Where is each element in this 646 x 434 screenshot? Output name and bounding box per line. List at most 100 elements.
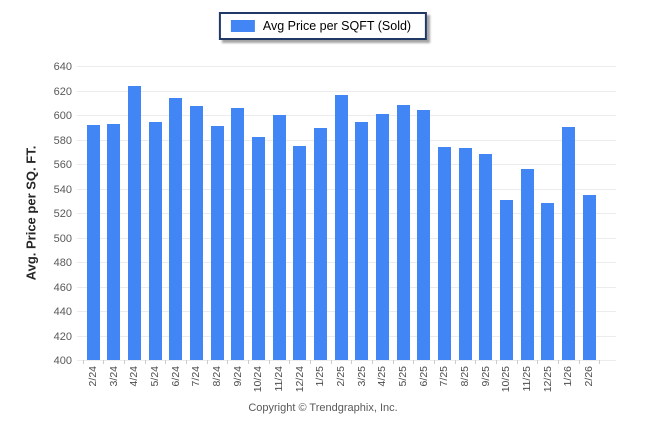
plot-area (77, 66, 616, 361)
bar-4/25 (375, 113, 389, 360)
y-tick-label-540: 540 (53, 183, 72, 196)
bar-1/25 (313, 128, 327, 360)
x-tick-label-6/24: 6/24 (169, 366, 182, 387)
y-tick-label-560: 560 (53, 159, 72, 171)
x-tick-label-4/25: 4/25 (376, 366, 389, 387)
x-tick-mark (165, 360, 167, 364)
bar-5/24 (148, 122, 162, 360)
x-tick-mark (434, 360, 435, 364)
bar-11/25 (520, 168, 534, 360)
x-tick-mark (558, 360, 559, 364)
x-tick-label-2/25: 2/25 (335, 366, 347, 387)
x-tick-label-2/24: 2/24 (87, 366, 99, 387)
x-tick-label-3/24: 3/24 (107, 366, 120, 387)
x-tick-mark (330, 360, 332, 364)
bar-8/25 (458, 148, 472, 360)
x-tick-mark (186, 360, 187, 364)
gridline-620 (77, 90, 616, 92)
y-tick-label-520: 520 (53, 208, 72, 220)
bar-1/26 (561, 127, 575, 360)
x-tick-label-4/24: 4/24 (128, 366, 141, 387)
legend-swatch (230, 20, 255, 32)
x-tick-label-1/25: 1/25 (314, 366, 327, 387)
y-tick-label-400: 400 (53, 355, 72, 367)
x-tick-mark (124, 360, 125, 364)
x-tick-mark (454, 360, 456, 364)
x-tick-label-5/25: 5/25 (397, 366, 409, 387)
x-tick-label-9/25: 9/25 (479, 366, 492, 387)
x-tick-label-7/24: 7/24 (190, 366, 203, 387)
gridline-400 (77, 360, 616, 361)
x-tick-mark (289, 360, 291, 364)
x-tick-mark (578, 360, 580, 364)
legend-label: Avg Price per SQFT (Sold) (262, 19, 412, 33)
y-tick-label-580: 580 (53, 134, 72, 147)
x-tick-mark (475, 360, 477, 364)
x-tick-mark (537, 360, 539, 364)
legend: Avg Price per SQFT (Sold) (218, 12, 428, 40)
x-tick-label-7/25: 7/25 (438, 366, 451, 387)
bar-3/24 (107, 123, 121, 360)
x-tick-label-5/24: 5/24 (149, 366, 161, 387)
gridline-640 (77, 66, 616, 67)
x-tick-mark (206, 360, 208, 364)
bar-11/24 (272, 115, 286, 360)
x-tick-mark (103, 360, 105, 364)
bar-12/24 (293, 145, 307, 360)
y-tick-label-480: 480 (53, 257, 72, 269)
y-tick-label-500: 500 (53, 232, 72, 245)
x-tick-label-10/24: 10/24 (252, 366, 265, 393)
x-tick-mark (372, 360, 373, 364)
y-tick-label-600: 600 (53, 110, 72, 122)
bar-2/25 (334, 95, 348, 360)
x-tick-mark (82, 360, 84, 364)
x-tick-label-6/25: 6/25 (417, 366, 430, 387)
x-tick-mark (516, 360, 518, 364)
y-tick-label-640: 640 (53, 61, 72, 73)
x-tick-mark (268, 360, 270, 364)
y-tick-label-440: 440 (53, 306, 72, 318)
bar-5/25 (396, 105, 410, 360)
y-axis-tick-labels: 400 420 440 460 480 500 520 540 560 580 600 620 640 (32, 61, 72, 367)
x-tick-mark (496, 360, 497, 364)
x-tick-label-3/25: 3/25 (355, 366, 368, 387)
x-tick-mark (248, 360, 249, 364)
x-tick-label-9/24: 9/24 (231, 366, 244, 387)
bar-9/24 (231, 107, 245, 360)
y-tick-label-420: 420 (53, 330, 72, 343)
x-tick-mark (144, 360, 146, 364)
x-tick-mark (599, 360, 601, 364)
x-tick-label-8/24: 8/24 (211, 366, 223, 387)
bar-2/26 (582, 194, 596, 360)
bar-7/24 (189, 106, 203, 360)
bar-12/25 (541, 203, 555, 360)
bar-3/25 (355, 122, 369, 360)
x-tick-label-1/26: 1/26 (562, 366, 575, 387)
x-tick-label-10/25: 10/25 (500, 366, 513, 393)
bar-9/25 (479, 154, 493, 360)
x-tick-label-11/25: 11/25 (521, 366, 533, 392)
bar-8/24 (210, 126, 224, 360)
x-tick-mark (227, 360, 229, 364)
copyright-text: Copyright © Trendgraphix, Inc. (248, 402, 398, 414)
x-tick-mark (392, 360, 394, 364)
bar-10/24 (251, 137, 265, 360)
bar-6/25 (417, 110, 431, 360)
y-tick-label-460: 460 (53, 281, 72, 294)
x-axis-tick-marks (77, 360, 616, 364)
x-tick-label-12/24: 12/24 (293, 366, 306, 393)
bar-6/24 (169, 97, 183, 360)
bar-4/24 (127, 85, 141, 360)
x-tick-label-2/26: 2/26 (583, 366, 595, 387)
x-axis-tick-labels: 2/24 3/24 4/24 5/24 6/24 7/24 8/24 9/24 10/24 11/… (77, 366, 616, 406)
x-tick-label-8/25: 8/25 (459, 366, 471, 387)
bar-10/25 (499, 199, 513, 360)
y-tick-label-620: 620 (53, 85, 72, 98)
x-tick-label-11/24: 11/24 (273, 366, 285, 392)
x-tick-mark (351, 360, 353, 364)
bar-7/25 (437, 146, 451, 360)
x-tick-label-12/25: 12/25 (541, 366, 554, 393)
x-tick-mark (413, 360, 415, 364)
x-tick-mark (310, 360, 311, 364)
